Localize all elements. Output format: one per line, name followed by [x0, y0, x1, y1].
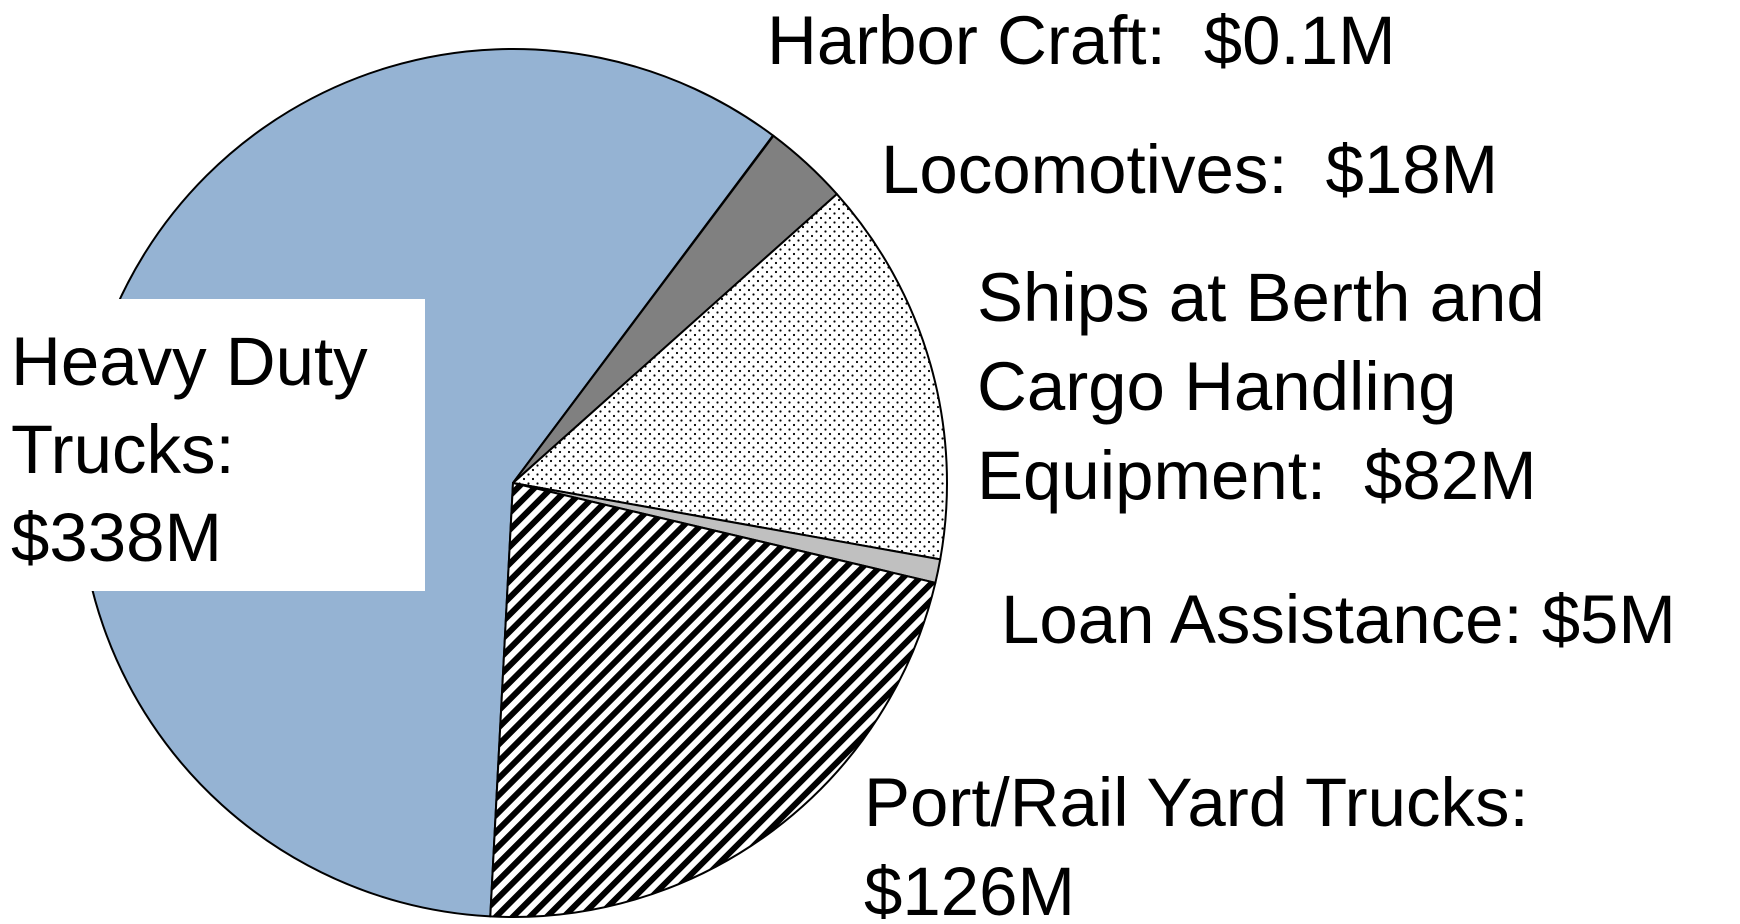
- value-label: $338M: [11, 499, 222, 576]
- pie-slice: [489, 482, 937, 918]
- slice-label: Cargo Handling: [977, 348, 1456, 425]
- value-label: $18M: [1326, 131, 1499, 208]
- slice-label: Ships at Berth and: [977, 259, 1545, 336]
- value-label: $5M: [1542, 581, 1676, 658]
- category-label: Ships at Berth and: [977, 259, 1545, 336]
- slice-label: Port/Rail Yard Trucks:: [864, 764, 1529, 841]
- slice-label: Equipment: $82M: [977, 437, 1537, 514]
- slice-label: Trucks:: [11, 411, 235, 488]
- value-label: $82M: [1364, 437, 1537, 514]
- category-label: Heavy Duty: [11, 323, 368, 400]
- value-label: $0.1M: [1204, 2, 1396, 79]
- slice-label: Loan Assistance: $5M: [1001, 581, 1676, 658]
- category-label: Loan Assistance:: [1001, 581, 1523, 658]
- slice-label: Locomotives: $18M: [881, 131, 1498, 208]
- category-label: Locomotives:: [881, 131, 1288, 208]
- category-label: Cargo Handling: [977, 348, 1456, 425]
- category-label: Trucks:: [11, 411, 235, 488]
- slice-label: Heavy Duty: [11, 323, 368, 400]
- slice-label: Harbor Craft: $0.1M: [767, 2, 1396, 79]
- pie: [78, 48, 948, 918]
- labels: Heavy Duty Trucks: $338M Harbor Craft: $0.1M…: [11, 2, 1676, 924]
- category-label: Harbor Craft:: [767, 2, 1166, 79]
- value-label: $126M: [864, 853, 1075, 919]
- label-box: [0, 299, 425, 591]
- category-label: Equipment:: [977, 437, 1326, 514]
- category-label: Port/Rail Yard Trucks:: [864, 764, 1529, 841]
- pie-slice: [512, 193, 948, 561]
